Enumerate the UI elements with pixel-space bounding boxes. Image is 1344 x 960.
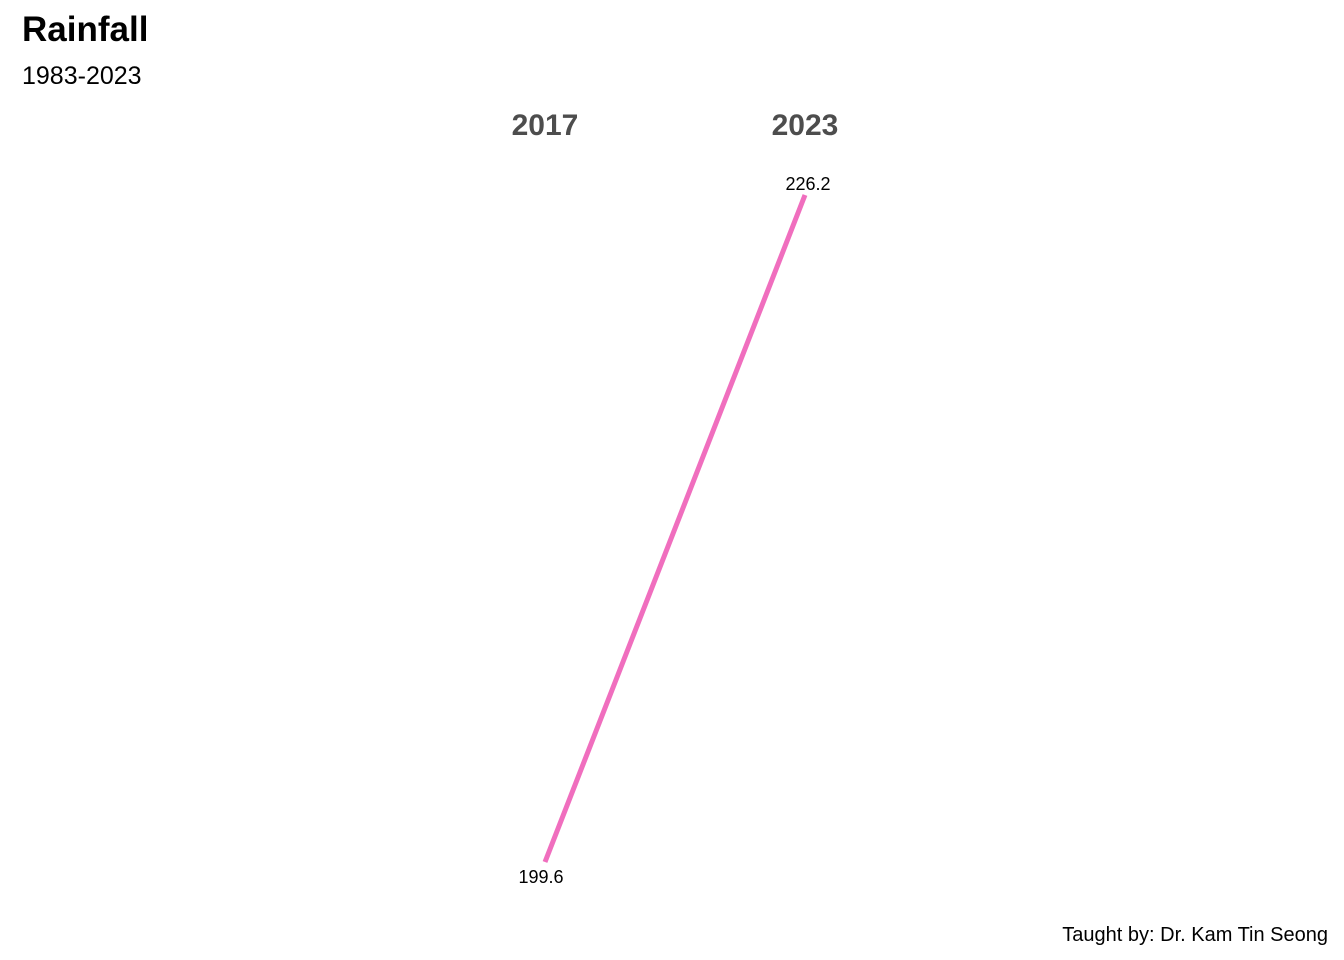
slope-line-0 <box>542 194 808 863</box>
chart-title: Rainfall <box>22 10 149 49</box>
chart-subtitle: 1983-2023 <box>22 62 142 90</box>
slope-lines <box>542 194 808 863</box>
value-label-2023: 226.2 <box>785 174 830 194</box>
chart-caption: Taught by: Dr. Kam Tin Seong <box>1062 924 1328 946</box>
column-label-2017: 2017 <box>512 109 579 142</box>
column-label-2023: 2023 <box>772 109 839 142</box>
value-label-2017: 199.6 <box>518 867 563 887</box>
column-labels: 2017 2023 <box>512 109 839 142</box>
value-labels: 199.6 226.2 <box>518 174 830 887</box>
